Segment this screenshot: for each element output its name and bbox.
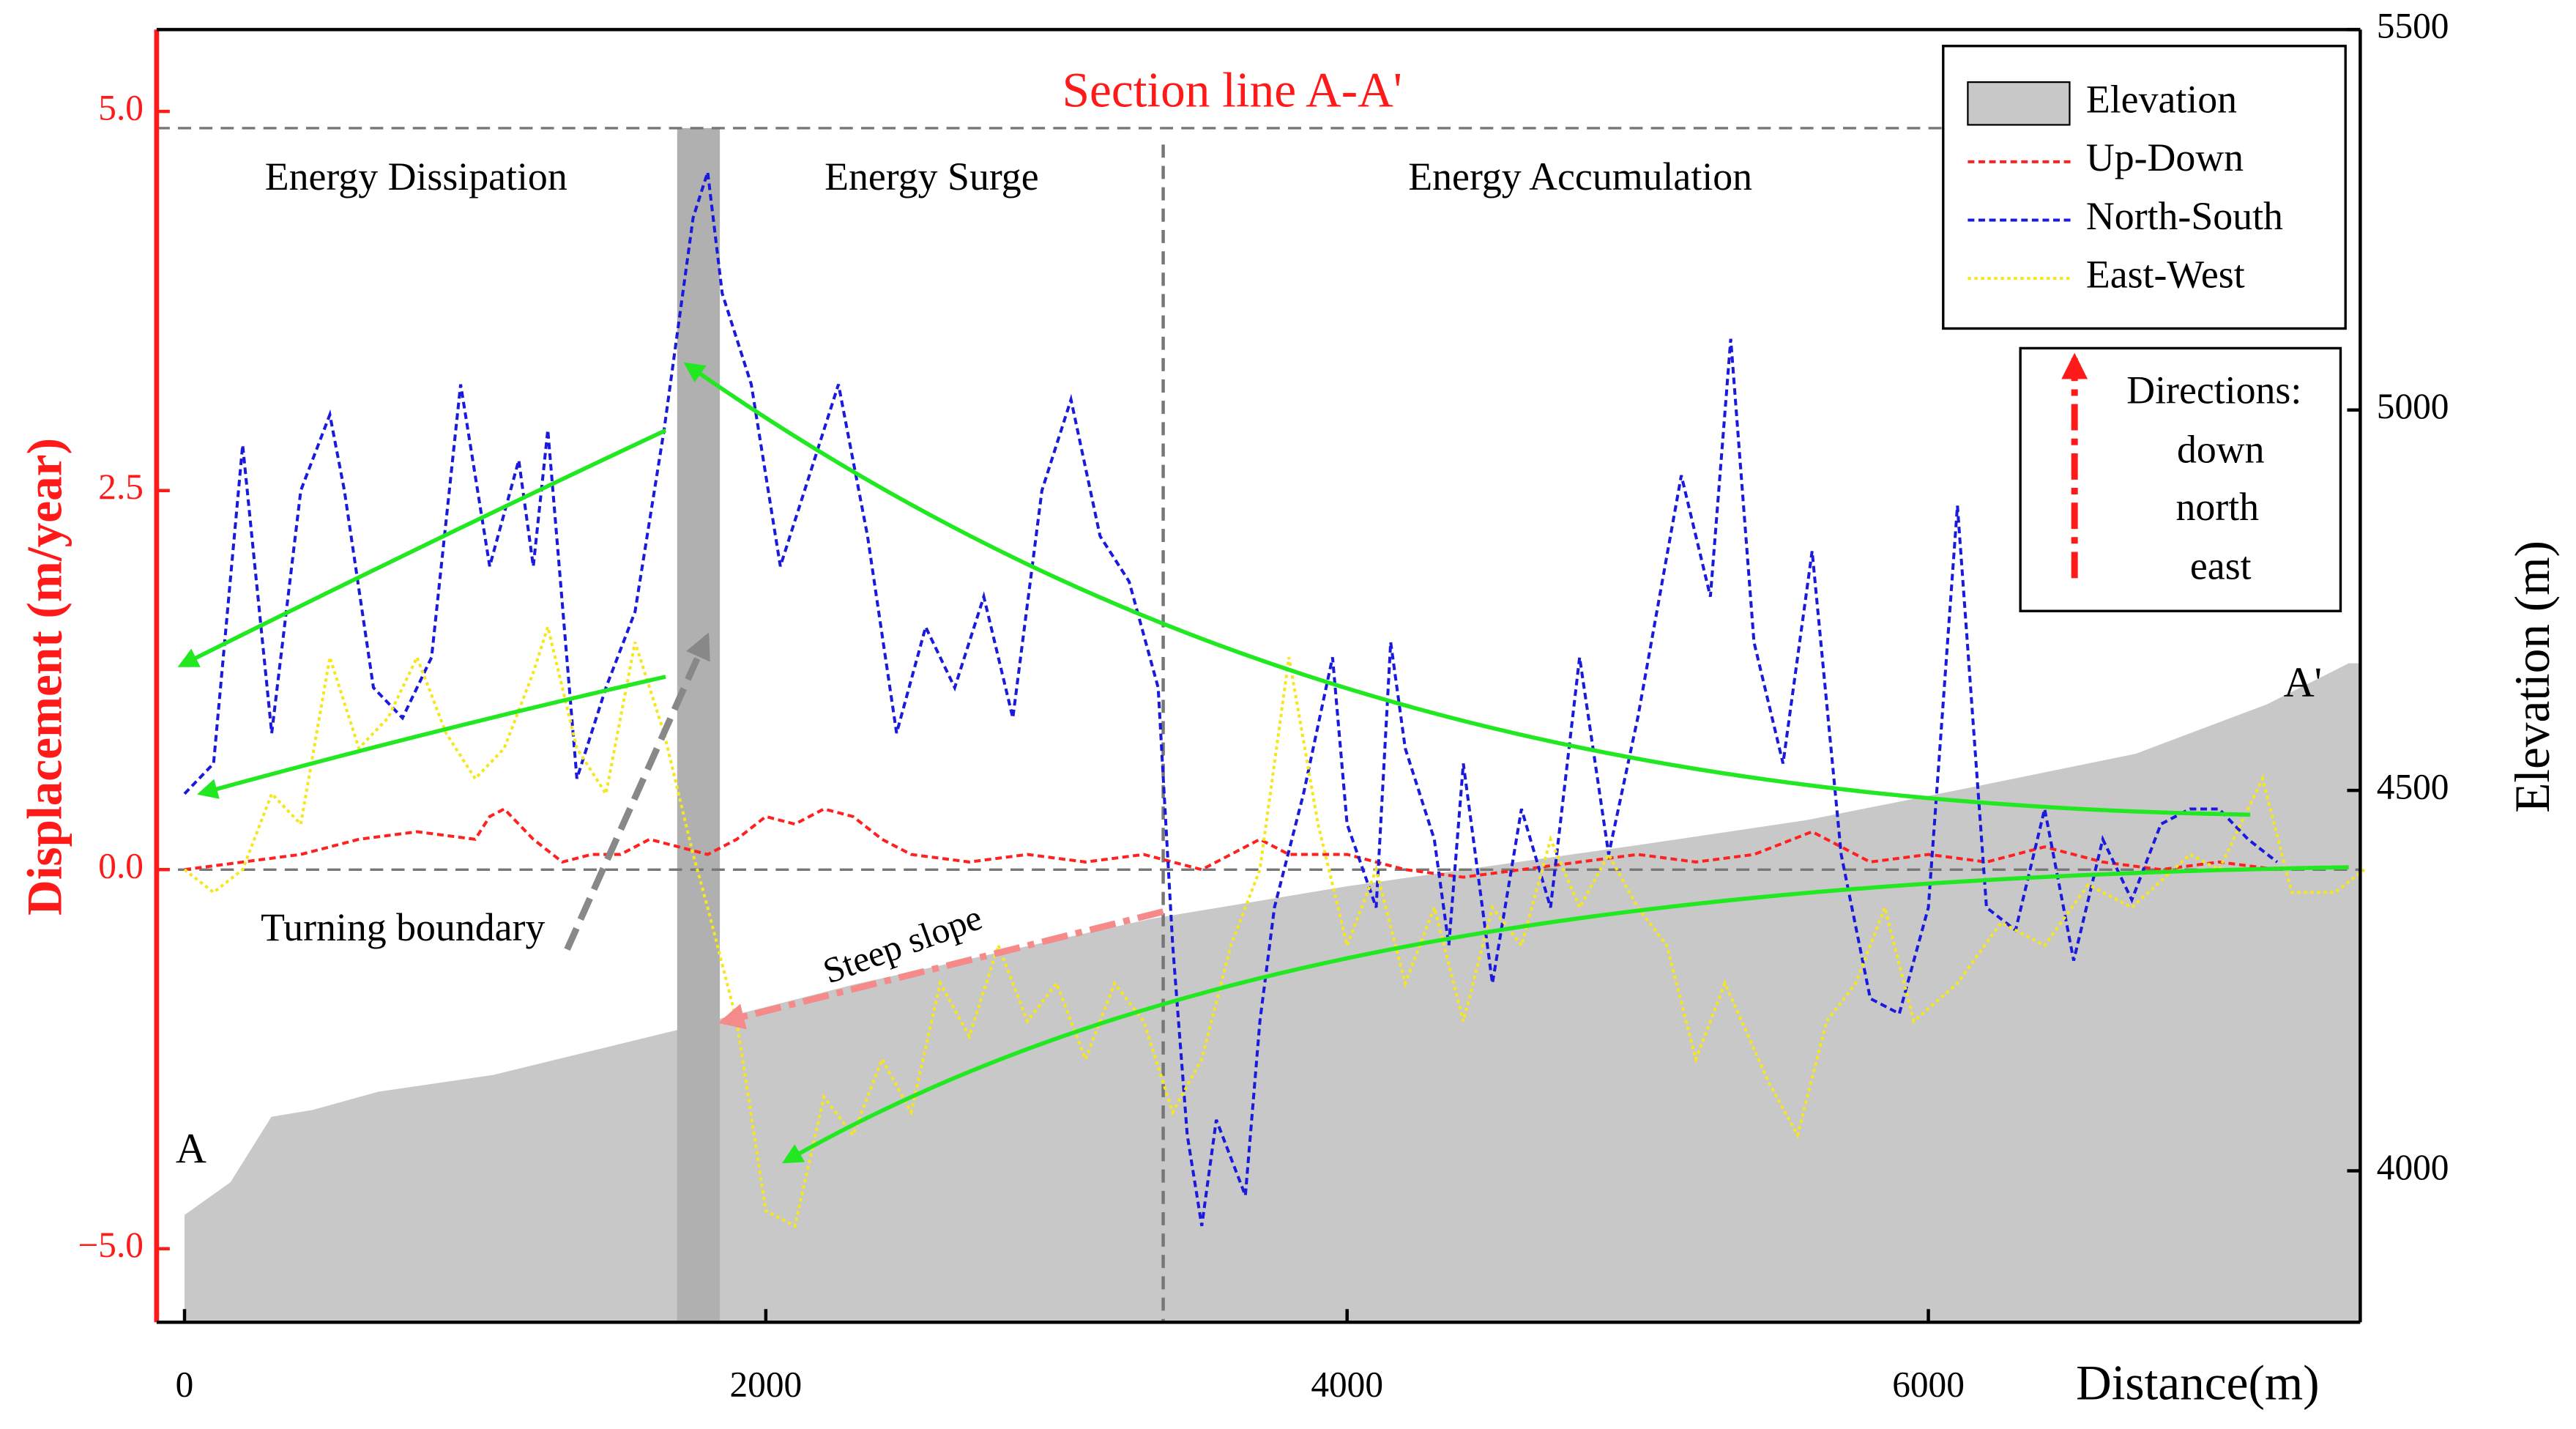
green-arrow bbox=[177, 428, 667, 667]
x-tick-label: 0 bbox=[176, 1364, 194, 1404]
legend-label: East-West bbox=[2086, 252, 2245, 296]
legend-label: Elevation bbox=[2086, 78, 2237, 122]
green-arrow bbox=[781, 865, 2349, 1164]
green-arrow bbox=[197, 675, 666, 799]
annotation: down bbox=[2177, 427, 2265, 471]
annotation: Energy Accumulation bbox=[1408, 155, 1752, 198]
gray-arrow bbox=[564, 632, 710, 951]
legend-swatch bbox=[1967, 81, 2071, 126]
legend-label: North-South bbox=[2086, 194, 2283, 238]
y2-tick-label: 4000 bbox=[2377, 1147, 2449, 1187]
series-line bbox=[183, 171, 2279, 1227]
annotation: A bbox=[176, 1125, 206, 1173]
green-arrow bbox=[683, 362, 2251, 817]
annotation: A' bbox=[2284, 658, 2323, 706]
series-line bbox=[184, 806, 2278, 879]
legend-label: Up-Down bbox=[2086, 136, 2244, 179]
x-tick-label: 4000 bbox=[1311, 1364, 1383, 1404]
annotation: Energy Dissipation bbox=[265, 155, 567, 198]
series-line bbox=[183, 621, 2366, 1228]
x-axis-label: Distance(m) bbox=[2076, 1355, 2319, 1410]
x-tick-label: 6000 bbox=[1892, 1364, 1965, 1404]
chart-title: Section line A-A' bbox=[1062, 63, 1402, 118]
y-tick-label: 0.0 bbox=[98, 846, 144, 886]
y-tick-label: 5.0 bbox=[98, 87, 144, 127]
y2-tick-label: 5500 bbox=[2377, 6, 2449, 46]
elevation-area bbox=[185, 663, 2361, 1323]
y-tick-label: 2.5 bbox=[98, 467, 144, 507]
y2-tick-label: 4500 bbox=[2377, 766, 2449, 806]
boundary-band bbox=[677, 127, 721, 1323]
y-axis-label: Displacement (m/year) bbox=[18, 438, 72, 916]
y2-tick-label: 5000 bbox=[2377, 386, 2449, 426]
annotation: north bbox=[2175, 485, 2259, 529]
annotation: Directions: bbox=[2126, 368, 2301, 412]
annotation: Energy Surge bbox=[824, 155, 1038, 198]
y-tick-label: −5.0 bbox=[78, 1225, 143, 1265]
x-tick-label: 2000 bbox=[730, 1364, 803, 1404]
overlay: Distance(m) Section line A-A' Energy Dissi… bbox=[176, 45, 2349, 1410]
y2-axis-label: Elevation (m) bbox=[2505, 541, 2560, 813]
annotation: Turning boundary bbox=[261, 905, 545, 949]
annotation: east bbox=[2190, 544, 2252, 588]
plot-area: 5.0 2.5 0.0 −5.0 4000 4500 5000 5500 0 2000 4000 60… bbox=[18, 6, 2560, 1405]
